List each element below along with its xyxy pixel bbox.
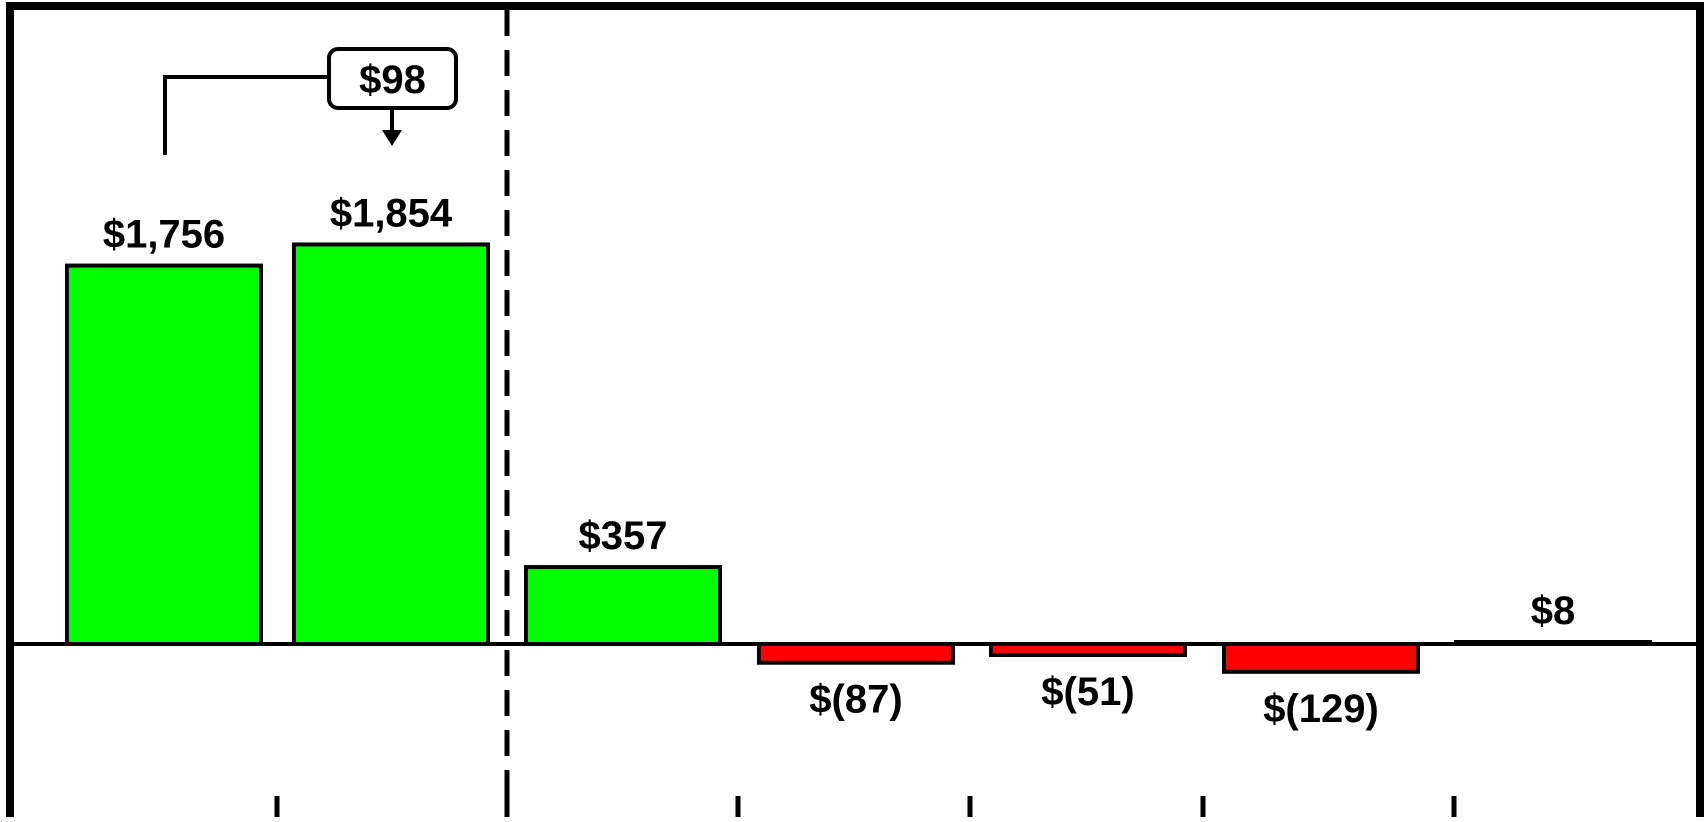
difference-callout: $98 xyxy=(163,47,458,155)
bar-value-label-1: $1,756 xyxy=(103,213,225,257)
bar-2 xyxy=(292,242,490,646)
bar-1 xyxy=(65,263,263,646)
bar-value-label-5: $(51) xyxy=(1041,670,1134,714)
bar-6 xyxy=(1222,642,1420,674)
callout-arrow-head xyxy=(382,130,402,146)
chart-frame xyxy=(6,2,1704,822)
bar-3 xyxy=(524,565,722,647)
bar-value-label-4: $(87) xyxy=(809,678,902,722)
bar-value-label-7: $8 xyxy=(1531,589,1576,633)
bar-value-label-3: $357 xyxy=(579,514,668,558)
callout-connector xyxy=(163,75,329,155)
bar-value-label-6: $(129) xyxy=(1263,687,1379,731)
bar-value-label-2: $1,854 xyxy=(330,191,453,235)
x-axis-ticks xyxy=(274,796,1457,817)
callout-label: $98 xyxy=(359,58,426,102)
value-labels: $1,756 $1,854 $357 $(87) $(51) $(129) $8 xyxy=(103,191,1575,730)
bar-4 xyxy=(757,642,955,665)
